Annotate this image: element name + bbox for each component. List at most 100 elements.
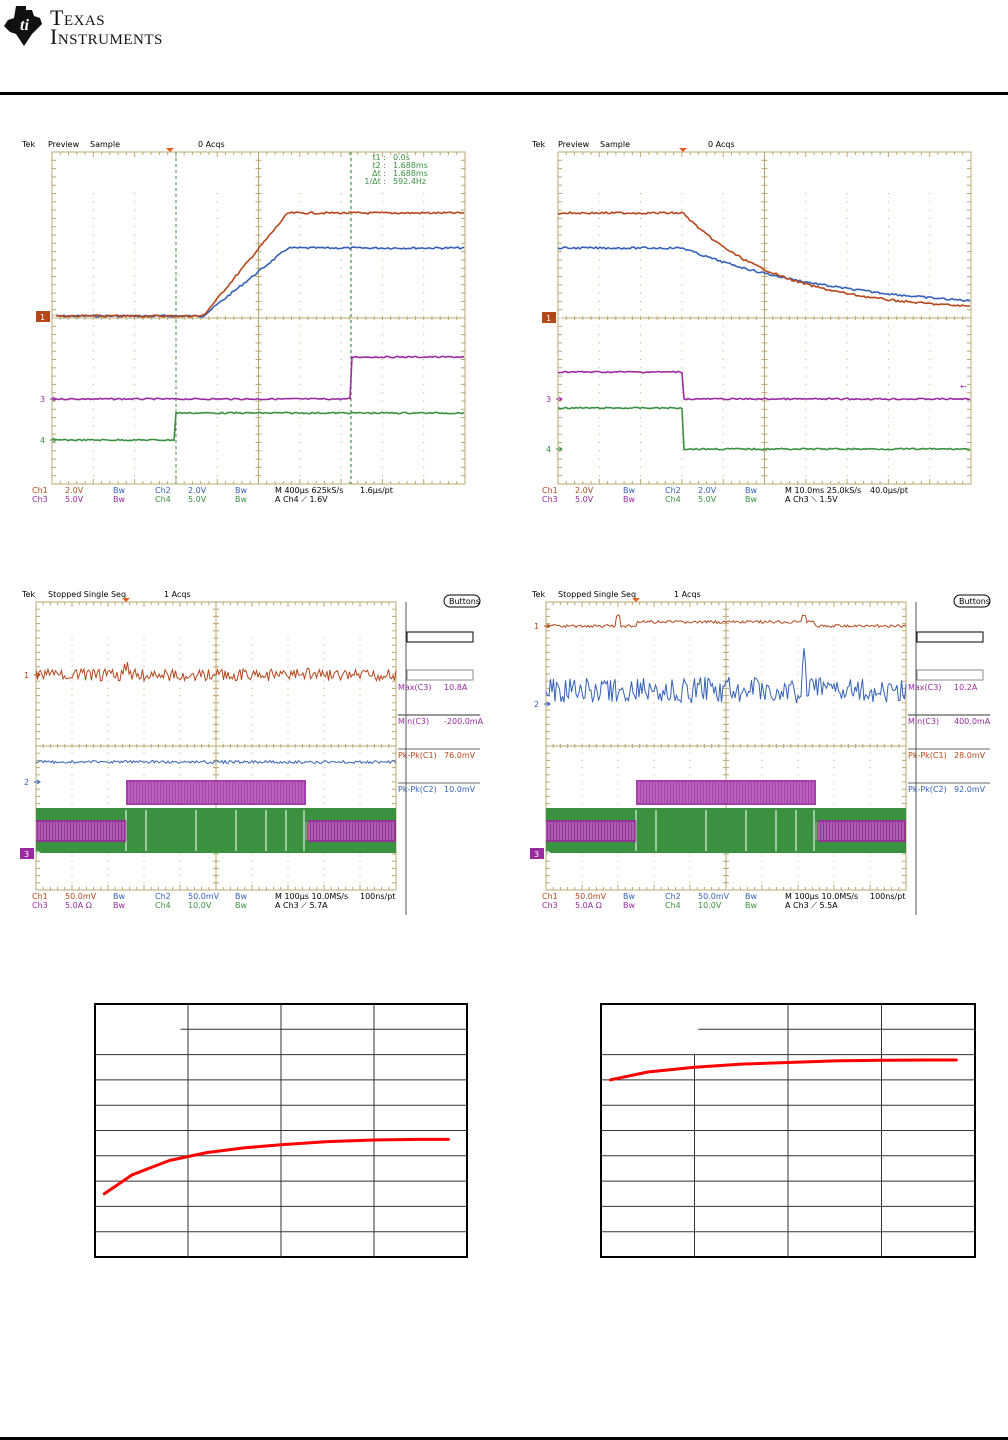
grid-dot [653, 723, 655, 725]
buttons-button[interactable]: Buttons [443, 594, 481, 608]
grid-dot [617, 774, 619, 776]
grid-dot [340, 433, 342, 435]
footer-item: Bw [235, 892, 247, 901]
grid-dot [617, 788, 619, 790]
grid-dot [216, 309, 218, 311]
grid-dot [617, 644, 619, 646]
grid-dot [598, 466, 600, 468]
grid-dot [581, 867, 583, 869]
grid-dot [598, 309, 600, 311]
grid-dot [216, 383, 218, 385]
grid-dot [71, 781, 73, 783]
grid-dot [805, 408, 807, 410]
status-mode: Preview [558, 140, 590, 149]
grid-dot [107, 723, 109, 725]
grid-dot [833, 709, 835, 711]
grid-dot [869, 767, 871, 769]
measurement-slot [406, 669, 474, 681]
grid-dot [71, 875, 73, 877]
grid-dot [640, 417, 642, 419]
grid-dot [175, 259, 177, 261]
grid-dot [846, 433, 848, 435]
grid-dot [805, 350, 807, 352]
grid-dot [598, 292, 600, 294]
grid-dot [887, 242, 889, 244]
grid-dot [359, 882, 361, 884]
grid-dot [179, 651, 181, 653]
grid-dot [887, 367, 889, 369]
grid-dot [598, 334, 600, 336]
grid-dot [805, 201, 807, 203]
grid-dot [251, 659, 253, 661]
grid-dot [846, 209, 848, 211]
trigger-position-marker [166, 148, 174, 152]
grid-dot [251, 644, 253, 646]
grid-dot [179, 702, 181, 704]
grid-dot [722, 242, 724, 244]
grid-dot [869, 731, 871, 733]
grid-dot [929, 193, 931, 194]
brand-name: Texas Instruments [50, 7, 163, 48]
grid-dot [846, 475, 848, 477]
grid-dot [689, 709, 691, 711]
grid-dot [887, 234, 889, 236]
grid-dot [833, 860, 835, 862]
grid-dot [92, 367, 94, 369]
footer-item: 50.0mV [698, 892, 730, 901]
grid-dot [287, 659, 289, 661]
grid-dot [216, 375, 218, 377]
grid-dot [887, 400, 889, 402]
grid-dot [143, 709, 145, 711]
grid-dot [216, 234, 218, 236]
grid-dot [381, 300, 383, 302]
grid-dot [581, 651, 583, 653]
measurement-value: 92.0mV [954, 785, 986, 794]
footer-item: Bw [235, 495, 247, 504]
grid-dot [617, 795, 619, 797]
buttons-button[interactable]: Buttons [953, 594, 991, 608]
grid-dot [929, 242, 931, 244]
grid-dot [598, 450, 600, 452]
cursor-label: Δt : [372, 169, 386, 178]
grid-dot [598, 242, 600, 244]
grid-dot [175, 359, 177, 360]
grid-dot [340, 408, 342, 410]
grid-dot [71, 651, 73, 653]
grid-dot [359, 673, 361, 675]
grid-dot [92, 342, 94, 344]
footer-item: Bw [623, 892, 635, 901]
grid-dot [287, 651, 289, 653]
grid-dot [92, 201, 94, 203]
grid-dot [251, 709, 253, 711]
grid-dot [653, 759, 655, 761]
grid-dot [423, 417, 425, 419]
grid-dot [287, 774, 289, 776]
grid-dot [423, 375, 425, 377]
grid-dot [805, 217, 807, 219]
grid-dot [175, 450, 177, 452]
grid-dot [381, 458, 383, 460]
grid-dot [869, 716, 871, 718]
ch2-trace [545, 648, 907, 704]
grid-dot [598, 417, 600, 419]
ch1-marker-label: 1 [40, 313, 45, 322]
grid-dot [340, 201, 342, 203]
ch1-marker-label: 1 [24, 671, 29, 680]
grid-dot [423, 242, 425, 244]
graticule [51, 151, 466, 485]
grid-dot [340, 193, 342, 194]
grid-dot [761, 709, 763, 711]
grid-dot [323, 659, 325, 661]
grid-dot [381, 325, 383, 327]
grid-dot [423, 201, 425, 203]
grid-dot [323, 651, 325, 653]
grid-dot [797, 731, 799, 733]
grid-dot [179, 759, 181, 761]
grid-dot [581, 774, 583, 776]
grid-dot [846, 442, 848, 443]
grid-dot [175, 193, 177, 194]
grid-dot [143, 637, 145, 639]
grid-dot [287, 673, 289, 675]
grid-dot [323, 867, 325, 869]
grid-dot [846, 458, 848, 460]
